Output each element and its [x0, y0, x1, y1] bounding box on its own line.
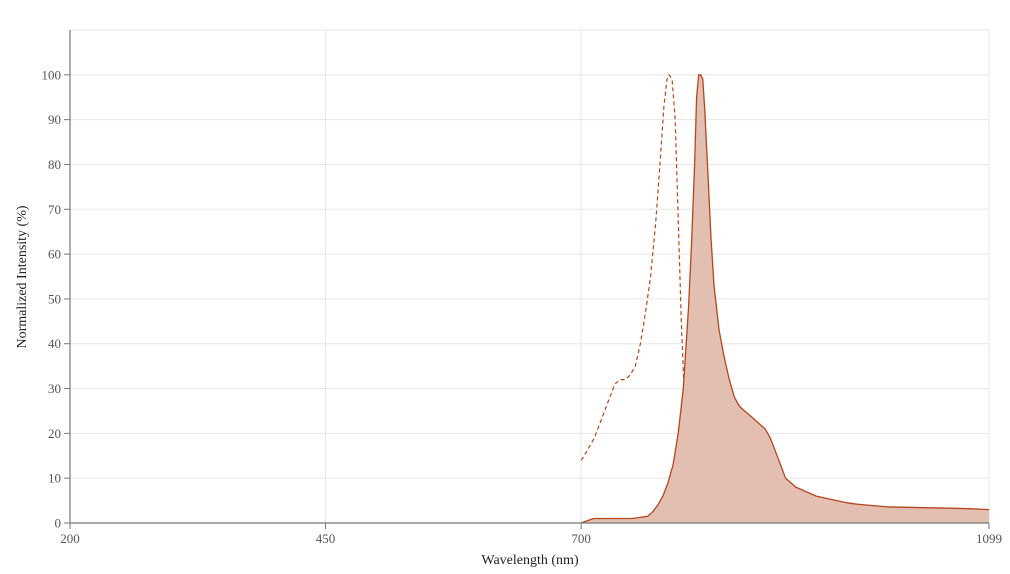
y-tick-label: 70: [48, 202, 61, 217]
x-axis-title: Wavelength (nm): [481, 553, 579, 568]
y-tick-label: 20: [48, 426, 61, 441]
tick-labels: 0 10 20 30 40 50 60 70 80 90 100 200 450 700 1099: [42, 67, 1003, 546]
y-tick-label: 0: [55, 516, 62, 531]
x-tick-label: 700: [571, 531, 591, 546]
grid: [70, 29, 990, 523]
emission-area-fill: [581, 74, 989, 524]
emission-series-line: [580, 74, 990, 524]
y-tick-label: 90: [48, 112, 61, 127]
y-tick-label: 30: [48, 381, 61, 396]
y-tick-label: 40: [48, 336, 61, 351]
series-layer: [580, 74, 990, 524]
y-tick-label: 50: [48, 291, 61, 306]
x-tick-label: 450: [316, 531, 336, 546]
axes: [64, 30, 990, 529]
x-tick-label: 1099: [976, 531, 1002, 546]
y-tick-label: 60: [48, 247, 61, 262]
y-tick-label: 80: [48, 157, 61, 172]
y-axis-title: Normalized Intensity (%): [15, 205, 30, 348]
x-tick-label: 200: [60, 531, 80, 546]
y-tick-label: 10: [48, 471, 61, 486]
y-tick-label: 100: [42, 67, 62, 82]
